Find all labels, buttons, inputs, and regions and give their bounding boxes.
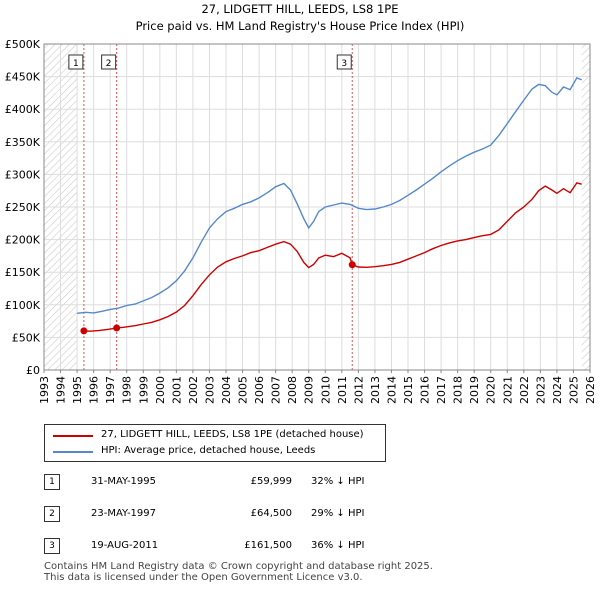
transaction-price: £161,500: [244, 540, 292, 551]
transaction-hpi: 29% ↓ HPI: [311, 508, 365, 519]
plot-frame: [43, 43, 591, 371]
x-tick-label: 2006: [253, 376, 266, 404]
x-tick-label: 2014: [385, 376, 398, 404]
x-tick-label: 2016: [419, 376, 432, 404]
x-tick-label: 2009: [303, 376, 316, 404]
y-tick-label: £400K: [5, 103, 41, 116]
x-tick-label: 1996: [88, 376, 101, 404]
sale-label: 1: [73, 59, 79, 69]
y-tick-label: £100K: [5, 299, 41, 312]
x-tick-label: 2008: [286, 376, 299, 404]
x-tick-label: 2013: [369, 376, 382, 404]
sale-label: 3: [341, 59, 347, 69]
sale-label-box: [336, 54, 352, 70]
x-tick-label: 1999: [137, 376, 150, 404]
y-tick-label: £250K: [5, 201, 41, 214]
y-tick-label: £450K: [5, 71, 41, 84]
x-tick-label: 1993: [38, 376, 51, 404]
sale-marker: [80, 327, 88, 335]
legend: 27, LIDGETT HILL, LEEDS, LS8 1PE (detach…: [44, 424, 386, 462]
x-tick-label: 2023: [534, 376, 547, 404]
x-tick-label: 2012: [352, 376, 365, 404]
x-tick-label: 2005: [237, 376, 250, 404]
transaction-date: 19-AUG-2011: [91, 540, 159, 551]
x-tick-label: 1997: [104, 376, 117, 404]
sale-label: 2: [106, 59, 112, 69]
x-tick-label: 2025: [567, 376, 580, 404]
transaction-row: 1 31-MAY-1995 £59,999 32% ↓ HPI: [44, 474, 404, 492]
x-tick-label: 2017: [435, 376, 448, 404]
transaction-price: £59,999: [250, 476, 292, 487]
footer-line-1: Contains HM Land Registry data © Crown c…: [44, 561, 433, 572]
legend-label-property: 27, LIDGETT HILL, LEEDS, LS8 1PE (detach…: [101, 429, 364, 440]
transaction-hpi: 32% ↓ HPI: [311, 476, 365, 487]
x-tick-label: 2015: [402, 376, 415, 404]
x-tick-label: 2018: [452, 376, 465, 404]
transaction-hpi: 36% ↓ HPI: [311, 540, 365, 551]
x-tick-label: 2010: [319, 376, 332, 404]
transaction-row: 2 23-MAY-1997 £64,500 29% ↓ HPI: [44, 506, 404, 524]
hpi-line: [77, 77, 582, 314]
sale-label-box: [68, 54, 84, 70]
legend-label-hpi: HPI: Average price, detached house, Leed…: [101, 445, 316, 456]
x-tick-label: 2004: [220, 376, 233, 404]
x-tick-label: 2001: [170, 376, 183, 404]
sale-marker: [113, 324, 121, 332]
y-tick-label: £500K: [5, 38, 41, 51]
y-tick-label: £150K: [5, 266, 41, 279]
transaction-date: 31-MAY-1995: [91, 476, 157, 487]
transaction-number: 1: [44, 474, 60, 490]
chart-subtitle: Price paid vs. HM Land Registry's House …: [135, 19, 465, 33]
legend-swatch-property: [53, 435, 93, 437]
sale-marker: [348, 261, 356, 269]
x-tick-label: 1995: [71, 376, 84, 404]
chart-title: 27, LIDGETT HILL, LEEDS, LS8 1PE: [201, 2, 399, 16]
y-tick-label: £0: [26, 364, 40, 377]
x-tick-label: 2002: [187, 376, 200, 404]
x-tick-label: 2003: [203, 376, 216, 404]
y-tick-label: £50K: [12, 331, 41, 344]
y-tick-label: £200K: [5, 234, 41, 247]
transaction-number: 2: [44, 506, 60, 522]
property-price-line: [83, 182, 582, 332]
x-tick-label: 2007: [270, 376, 283, 404]
x-tick-label: 2020: [485, 376, 498, 404]
y-tick-label: £300K: [5, 168, 41, 181]
x-tick-label: 1994: [55, 376, 68, 404]
footer: Contains HM Land Registry data © Crown c…: [44, 561, 433, 583]
x-tick-label: 2011: [336, 376, 349, 404]
y-tick-label: £350K: [5, 136, 41, 149]
transaction-row: 3 19-AUG-2011 £161,500 36% ↓ HPI: [44, 538, 404, 556]
price-chart: 1 2 3 £0 £50K £100K £150K £200K £250K £300K £350K £…: [5, 38, 597, 404]
x-tick-label: 1998: [121, 376, 134, 404]
x-tick-label: 2022: [518, 376, 531, 404]
transaction-price: £64,500: [250, 508, 292, 519]
x-tick-label: 2026: [584, 376, 597, 404]
sale-label-box: [101, 54, 117, 70]
x-tick-label: 2000: [154, 376, 167, 404]
transaction-number: 3: [44, 538, 60, 554]
x-tick-label: 2024: [551, 376, 564, 404]
transaction-date: 23-MAY-1997: [91, 508, 157, 519]
x-tick-label: 2021: [501, 376, 514, 404]
legend-swatch-hpi: [53, 451, 93, 453]
x-tick-label: 2019: [468, 376, 481, 404]
footer-line-2: This data is licensed under the Open Gov…: [44, 572, 363, 583]
